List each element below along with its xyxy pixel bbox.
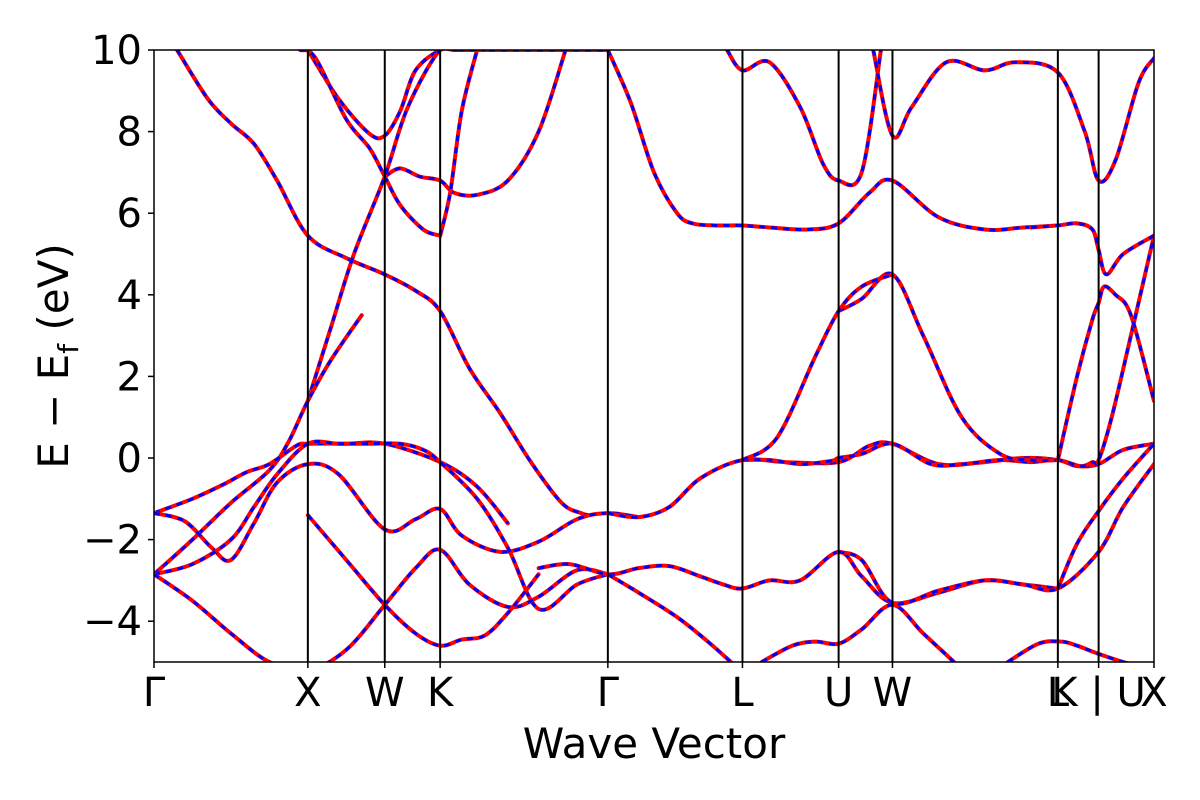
band-line-blue-25 bbox=[1007, 639, 1129, 662]
band-line-blue-19 bbox=[1056, 284, 1154, 461]
band-line-blue-9 bbox=[154, 439, 609, 612]
x-tick-label-0: Γ bbox=[143, 670, 166, 716]
band-line-blue-24 bbox=[838, 463, 1154, 606]
y-tick-label-5: 6 bbox=[117, 191, 142, 237]
y-axis-label-main: E − E bbox=[29, 354, 78, 469]
band-line-blue-18 bbox=[741, 272, 894, 462]
band-line-blue-23 bbox=[760, 603, 956, 662]
band-line-red-16 bbox=[740, 233, 1154, 469]
y-tick-label-1: −2 bbox=[83, 518, 142, 564]
band-line-red-5 bbox=[305, 50, 487, 403]
x-tick-label-7: W bbox=[873, 670, 913, 716]
x-tick-label-10: X bbox=[1140, 670, 1167, 716]
x-tick-label-6: U bbox=[824, 670, 853, 716]
plot-background bbox=[154, 50, 1154, 662]
band-line-blue-21 bbox=[725, 50, 883, 187]
band-line-red-17 bbox=[836, 271, 1060, 463]
x-tick-label-4: Γ bbox=[597, 670, 620, 716]
x-tick-label-3: K bbox=[427, 670, 455, 716]
band-line-red-1 bbox=[305, 50, 610, 141]
y-tick-label-0: −4 bbox=[83, 599, 142, 645]
x-axis-label: Wave Vector bbox=[523, 719, 786, 768]
x-tick-label-8: L bbox=[1047, 670, 1070, 716]
kpoint-lines-group bbox=[306, 50, 1100, 662]
band-line-blue-22 bbox=[871, 50, 1154, 184]
y-axis-label-sub: f bbox=[52, 343, 85, 354]
x-tick-label-1: X bbox=[294, 670, 321, 716]
plot-frame bbox=[153, 49, 1155, 663]
y-ticks-group: −4 −2 0 2 4 6 8 10 bbox=[83, 28, 154, 645]
band-line-blue-15 bbox=[606, 50, 1058, 232]
y-axis-label-unit: (eV) bbox=[29, 243, 78, 344]
band-line-blue-11 bbox=[306, 514, 540, 648]
x-ticks-group: Γ X W K Γ L U W LK | UX bbox=[143, 662, 1168, 716]
y-tick-label-7: 10 bbox=[91, 28, 142, 74]
y-tick-label-6: 8 bbox=[117, 110, 142, 156]
band-line-blue-4 bbox=[438, 50, 479, 236]
x-tick-label-9: K | U bbox=[1051, 670, 1145, 716]
band-line-blue-10 bbox=[154, 547, 609, 662]
band-line-blue-2 bbox=[299, 50, 441, 238]
y-tick-label-4: 4 bbox=[117, 273, 142, 319]
y-tick-label-2: 0 bbox=[117, 436, 142, 482]
y-tick-label-3: 2 bbox=[117, 354, 142, 400]
band-line-blue-20 bbox=[1030, 221, 1154, 276]
band-line-red-14 bbox=[605, 572, 733, 662]
band-line-blue-7 bbox=[154, 440, 510, 525]
band-line-blue-3 bbox=[383, 50, 567, 198]
x-tick-label-5: L bbox=[731, 670, 754, 716]
y-axis-label: E − Ef (eV) bbox=[29, 243, 85, 469]
band-line-red-0 bbox=[175, 50, 591, 518]
x-tick-label-2: W bbox=[365, 670, 405, 716]
